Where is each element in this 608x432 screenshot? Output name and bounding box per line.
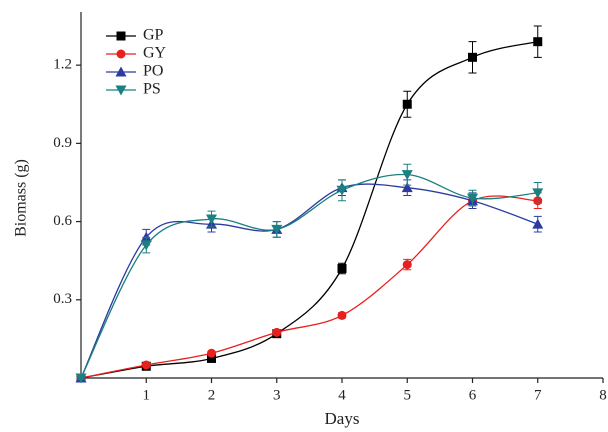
series-line [80,195,538,379]
series-line [80,41,538,379]
x-tick-label: 3 [273,387,281,403]
marker [532,218,544,229]
marker [207,348,216,358]
marker [141,360,151,370]
y-tick-label: 1.2 [53,57,72,73]
x-tick-label: 8 [599,387,607,403]
marker [272,327,282,337]
marker [401,170,413,181]
marker [337,310,347,320]
legend-marker [116,49,126,59]
series-line [80,183,538,379]
x-tick-label: 7 [534,387,542,403]
marker [467,193,478,204]
marker [337,264,347,273]
marker [401,182,413,193]
y-tick-label: 0.6 [53,213,72,229]
x-tick-label: 1 [143,387,151,403]
marker [336,185,348,196]
series-line [80,173,538,379]
marker [402,260,412,270]
legend-marker [116,31,126,41]
x-axis-label: Days [325,409,360,428]
legend-marker [115,66,127,77]
x-tick-label: 2 [208,387,216,403]
marker [468,52,477,62]
legend-label: GY [143,45,167,62]
legend-label: PS [143,81,161,98]
legend-label: PO [143,63,163,80]
x-tick-label: 4 [338,387,346,403]
y-tick-label: 0.9 [53,135,72,151]
y-tick-label: 0.3 [53,291,72,307]
marker [207,353,216,363]
marker [140,240,152,251]
x-tick-label: 6 [469,387,477,403]
marker [533,37,543,47]
marker [75,373,87,384]
marker [271,224,283,235]
marker [206,214,217,225]
legend-label: GP [143,27,164,44]
y-axis-label: Biomass (g) [13,159,30,237]
marker [532,188,544,199]
x-tick-label: 5 [404,387,412,403]
marker [402,99,412,109]
legend-marker [115,85,127,96]
